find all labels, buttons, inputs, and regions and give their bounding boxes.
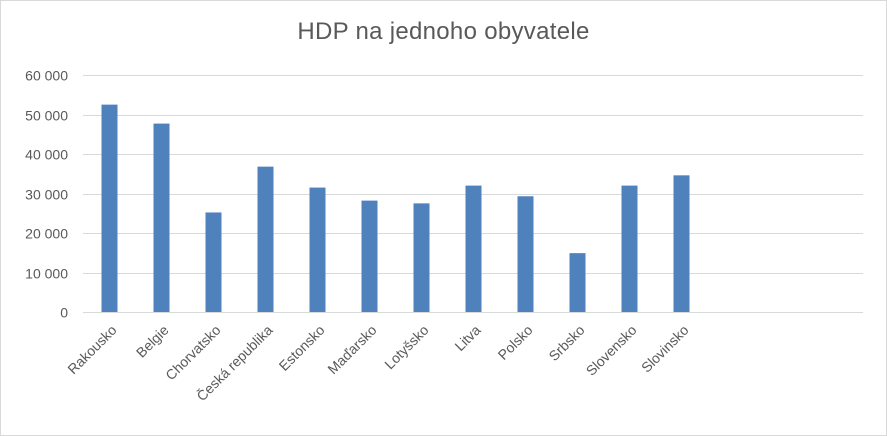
bar (517, 196, 534, 312)
y-tick-label: 40 000 (25, 147, 68, 163)
y-tick-label: 0 (60, 305, 68, 321)
y-tick-label: 50 000 (25, 108, 68, 124)
x-tick-label: Srbsko (545, 322, 587, 364)
y-tick-label: 20 000 (25, 226, 68, 242)
x-tick-label: Slovensko (583, 322, 640, 379)
bar (465, 185, 482, 312)
bar (257, 166, 274, 312)
x-tick-label: Lotyšsko (381, 322, 432, 373)
x-tick-label: Estonsko (276, 322, 328, 374)
bar (621, 185, 638, 312)
bar (153, 123, 170, 313)
bar (205, 212, 222, 312)
x-tick-label: Rakousko (64, 322, 119, 377)
chart-title: HDP na jednoho obyvatele (297, 18, 590, 45)
y-tick-label: 60 000 (25, 68, 68, 84)
bar (101, 104, 118, 312)
x-tick-label: Litva (451, 322, 483, 354)
x-tick-label: Slovinsko (638, 322, 692, 376)
x-tick-label: Polsko (495, 322, 536, 363)
y-tick-label: 10 000 (25, 266, 68, 282)
bar (361, 200, 378, 312)
bar (673, 175, 690, 312)
x-tick-label: Belgie (133, 322, 172, 361)
bars (101, 104, 690, 313)
bar (413, 203, 430, 312)
y-axis-labels: 0 10 000 20 000 30 000 40 000 50 000 60 000 (25, 68, 68, 321)
bar (569, 253, 586, 312)
bar (309, 187, 326, 312)
y-tick-label: 30 000 (25, 187, 68, 203)
x-tick-label: Maďarsko (324, 322, 380, 378)
